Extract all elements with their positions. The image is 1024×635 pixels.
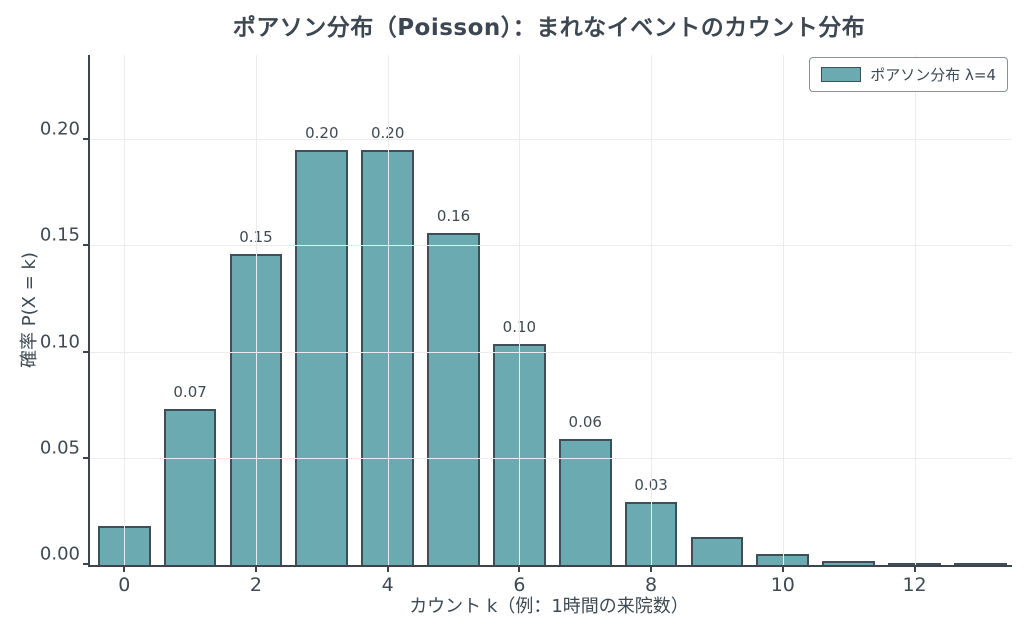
bar-k9 [690, 536, 744, 565]
bar-k7 [558, 438, 612, 565]
x-axis-label: カウント k（例：1時間の来院数） [409, 596, 689, 617]
bar-k1 [163, 409, 217, 565]
gridline-vertical [255, 55, 257, 565]
bar-k11 [822, 560, 875, 565]
gridline-vertical [387, 55, 389, 565]
bar-k2 [229, 253, 283, 565]
x-tick-mark [913, 567, 916, 572]
bar-k3 [295, 149, 349, 565]
gridline-horizontal [90, 351, 1012, 353]
y-axis-label: 確率 P(X = k) [19, 252, 40, 368]
x-tick-mark [254, 567, 257, 572]
bar-value-label-k3: 0.20 [305, 123, 339, 142]
plot-area: 0.07 0.15 0.20 0.20 0.16 0.10 0.06 0.03 0.00 0.05… [40, 55, 1012, 596]
bar-value-label-k5: 0.16 [436, 206, 471, 225]
gridline-horizontal [90, 245, 1012, 247]
x-tick-label: 6 [513, 574, 526, 596]
x-tick-label: 10 [770, 574, 795, 596]
x-tick-mark [518, 567, 521, 572]
y-tick-mark [83, 563, 88, 565]
x-tick-mark [386, 567, 389, 572]
gridline-vertical [651, 55, 653, 565]
y-tick-label: 0.00 [39, 543, 80, 565]
x-tick-label: 0 [118, 574, 131, 596]
bar-k12 [888, 563, 941, 565]
x-tick-mark [123, 567, 126, 572]
x-tick-mark [781, 567, 784, 572]
y-tick-label: 0.15 [39, 224, 80, 246]
x-tick-mark [650, 567, 653, 572]
bar-k8 [624, 501, 678, 565]
gridline-vertical [124, 55, 126, 565]
chart-title: ポアソン分布（Poisson）：まれなイベントのカウント分布 [232, 15, 866, 41]
legend-label: ポアソン分布 λ=4 [870, 66, 996, 84]
gridline-horizontal [90, 457, 1012, 459]
y-tick-mark [83, 350, 88, 353]
gridline-vertical [914, 55, 916, 565]
bar-k0 [97, 526, 151, 565]
y-tick-mark [83, 244, 88, 247]
legend-swatch [821, 67, 862, 82]
bar-k5 [427, 232, 480, 565]
gridline-vertical [519, 55, 521, 565]
x-tick-label: 2 [249, 574, 262, 596]
y-tick-label: 0.20 [39, 118, 80, 140]
gridline-horizontal [90, 139, 1012, 140]
x-tick-label: 4 [381, 574, 394, 596]
bar-k13 [954, 563, 1007, 565]
bar-k4 [361, 149, 414, 565]
y-tick-label: 0.10 [39, 331, 80, 352]
legend: ポアソン分布 λ=4 [809, 57, 1008, 92]
y-tick-mark [83, 456, 88, 459]
y-tick-label: 0.05 [39, 437, 80, 459]
x-tick-label: 12 [902, 574, 927, 596]
bar-k6 [493, 343, 546, 565]
y-tick-mark [83, 138, 88, 140]
x-tick-label: 8 [645, 574, 658, 596]
bar-value-label-k1: 0.07 [173, 383, 207, 402]
bar-k10 [756, 553, 810, 565]
bar-value-label-k7: 0.06 [568, 412, 602, 431]
gridline-vertical [782, 55, 784, 565]
